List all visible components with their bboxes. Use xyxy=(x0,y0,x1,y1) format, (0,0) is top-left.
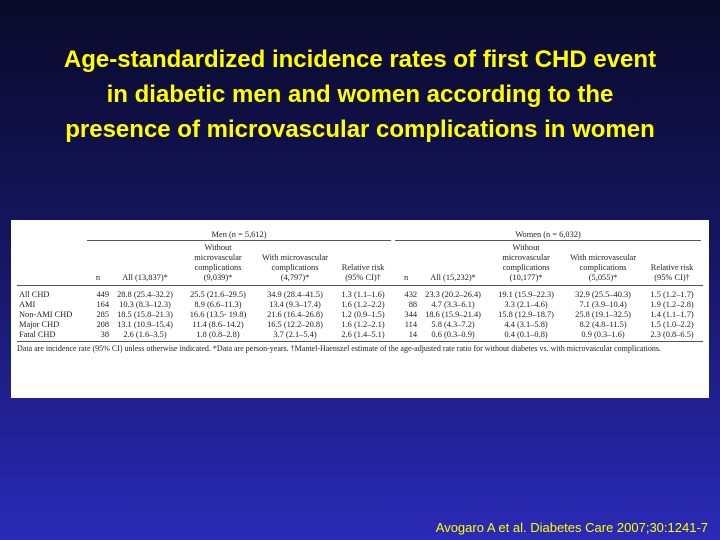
rr-women-cell: 1.4 (1.1–1.7) xyxy=(650,310,694,319)
n-men-cell: 208 xyxy=(96,320,109,329)
women-group-header: Women (n = 6,032) xyxy=(395,230,702,241)
row-label: Non-AMI CHD xyxy=(19,310,73,319)
incidence-table: Men (n = 5,612) Women (n = 6,032) n All … xyxy=(17,230,704,342)
rr-men-cell: 1.6 (1.2–2.1) xyxy=(341,320,385,329)
n-men-cell: 449 xyxy=(96,290,109,299)
with-men-cell: 16.5 (12.2–20.8) xyxy=(267,320,323,329)
n-women-cell: 344 xyxy=(404,310,418,319)
rr-men-cell: 2.6 (1.4–5.1) xyxy=(333,330,394,342)
all-women-cell: 5.8 (4.3–7.2) xyxy=(431,320,475,329)
n-men-header: n xyxy=(85,243,111,286)
with-men-header: With microvascular complications (4,797)… xyxy=(257,243,333,286)
without-women-cell: 3.3 (2.1–4.6) xyxy=(504,300,548,309)
all-women-cell: 23.3 (20.2–26.4) xyxy=(425,290,481,299)
rr-men-cell: 1.6 (1.2–2.2) xyxy=(341,300,385,309)
column-header-row: n All (13,837)* Without microvascular co… xyxy=(17,243,704,286)
without-men-cell: 8.9 (6.6–11.3) xyxy=(194,300,242,309)
rr-women-header: Relative risk (95% CI)† xyxy=(641,243,704,286)
without-women-cell: 15.8 (12.9–18.7) xyxy=(498,310,554,319)
without-men-cell: 16.6 (13.5- 19.8) xyxy=(189,310,247,319)
without-men-cell: 11.4 (8.6–14.2) xyxy=(192,320,244,329)
table-footnote: Data are incidence rate (95% CI) unless … xyxy=(17,344,661,353)
men-group-header: Men (n = 5,612) xyxy=(87,230,392,241)
n-women-cell: 432 xyxy=(404,290,418,299)
all-men-header: All (13,837)* xyxy=(111,243,179,286)
with-men-cell: 21.6 (16.4–26.8) xyxy=(267,310,323,319)
without-women-cell: 19.1 (15.9–22.3) xyxy=(498,290,554,299)
rr-women-cell: 2.3 (0.8–6.5) xyxy=(641,330,704,342)
without-men-cell: 25.5 (21.6–29.5) xyxy=(190,290,246,299)
label-column-header xyxy=(17,243,85,286)
all-women-header: All (15,232)* xyxy=(419,243,488,286)
all-men-cell: 28.8 (25.4–32.2) xyxy=(117,290,173,299)
title-line-3: presence of microvascular complications … xyxy=(65,116,655,143)
citation: Avogaro A et al. Diabetes Care 2007;30:1… xyxy=(435,520,708,535)
table-row: Fatal CHD 38 2.6 (1.6–3.5) 1.8 (0.8–2.8)… xyxy=(17,330,704,342)
without-women-header: Without microvascular complications (10,… xyxy=(487,243,566,286)
slide-title: Age-standardized incidence rates of firs… xyxy=(0,42,720,147)
with-men-cell: 3.7 (2.1–5.4) xyxy=(257,330,333,342)
row-label: AMI xyxy=(19,300,36,309)
n-women-cell: 14 xyxy=(393,330,420,342)
with-women-cell: 32.9 (25.5–40.3) xyxy=(575,290,631,299)
rr-women-cell: 1.9 (1.2–2.8) xyxy=(650,300,694,309)
rr-men-cell: 1.3 (1.1–1.6) xyxy=(341,290,385,299)
table-row: Non-AMI CHD 285 18.5 (15.8–21.3) 16.6 (1… xyxy=(17,310,703,320)
without-women-cell: 4.4 (3.1–5.8) xyxy=(504,320,548,329)
title-line-1: Age-standardized incidence rates of firs… xyxy=(63,46,657,73)
rr-women-cell: 1.5 (1.2–1.7) xyxy=(650,290,694,299)
all-men-cell: 18.5 (15.8–21.3) xyxy=(117,310,173,319)
n-women-header: n xyxy=(393,243,420,286)
with-women-cell: 25.8 (19.1–32.5) xyxy=(575,310,631,319)
without-men-cell: 1.8 (0.8–2.8) xyxy=(179,330,257,342)
title-line-2: in diabetic men and women according to t… xyxy=(106,81,614,108)
with-women-cell: 0.9 (0.3–1.6) xyxy=(565,330,642,342)
table-row: All CHD 449 28.8 (25.4–32.2) 25.5 (21.6–… xyxy=(17,286,703,301)
with-men-cell: 13.4 (9.3–17.4) xyxy=(269,300,321,309)
row-label: All CHD xyxy=(19,290,50,299)
n-men-cell: 285 xyxy=(96,310,109,319)
rr-women-cell: 1.5 (1.0–2.2) xyxy=(650,320,694,329)
all-women-cell: 18.6 (15.9–21.4) xyxy=(425,310,481,319)
table-row: AMI 164 10.3 (8.3–12.3) 8.9 (6.6–11.3) 1… xyxy=(17,300,703,310)
table-row: Major CHD 208 13.1 (10.9–15.4) 11.4 (8.6… xyxy=(17,320,703,330)
n-men-cell: 38 xyxy=(85,330,111,342)
all-men-cell: 10.3 (8.3–12.3) xyxy=(119,300,171,309)
with-men-cell: 34.9 (28.4–41.5) xyxy=(267,290,323,299)
incidence-table-card: Men (n = 5,612) Women (n = 6,032) n All … xyxy=(11,220,709,398)
n-women-cell: 114 xyxy=(404,320,418,329)
all-women-cell: 0.6 (0.3–0.9) xyxy=(419,330,488,342)
group-header-row: Men (n = 5,612) Women (n = 6,032) xyxy=(17,230,703,243)
with-women-cell: 7.1 (3.9–10.4) xyxy=(579,300,627,309)
without-men-header: Without microvascular complications (9,0… xyxy=(179,243,257,286)
with-women-cell: 8.2 (4.8–11.5) xyxy=(579,320,627,329)
n-men-cell: 164 xyxy=(96,300,109,309)
with-women-header: With microvascular complications (5,055)… xyxy=(565,243,642,286)
row-label: Fatal CHD xyxy=(17,330,85,342)
all-men-cell: 13.1 (10.9–15.4) xyxy=(117,320,173,329)
rr-men-header: Relative risk (95% CI)† xyxy=(333,243,394,286)
all-women-cell: 4.7 (3.3–6.1) xyxy=(431,300,475,309)
n-women-cell: 88 xyxy=(408,300,418,309)
all-men-cell: 2.6 (1.6–3.5) xyxy=(111,330,179,342)
without-women-cell: 0.4 (0.1–0.8) xyxy=(487,330,566,342)
row-label: Major CHD xyxy=(19,320,60,329)
rr-men-cell: 1.2 (0.9–1.5) xyxy=(341,310,385,319)
